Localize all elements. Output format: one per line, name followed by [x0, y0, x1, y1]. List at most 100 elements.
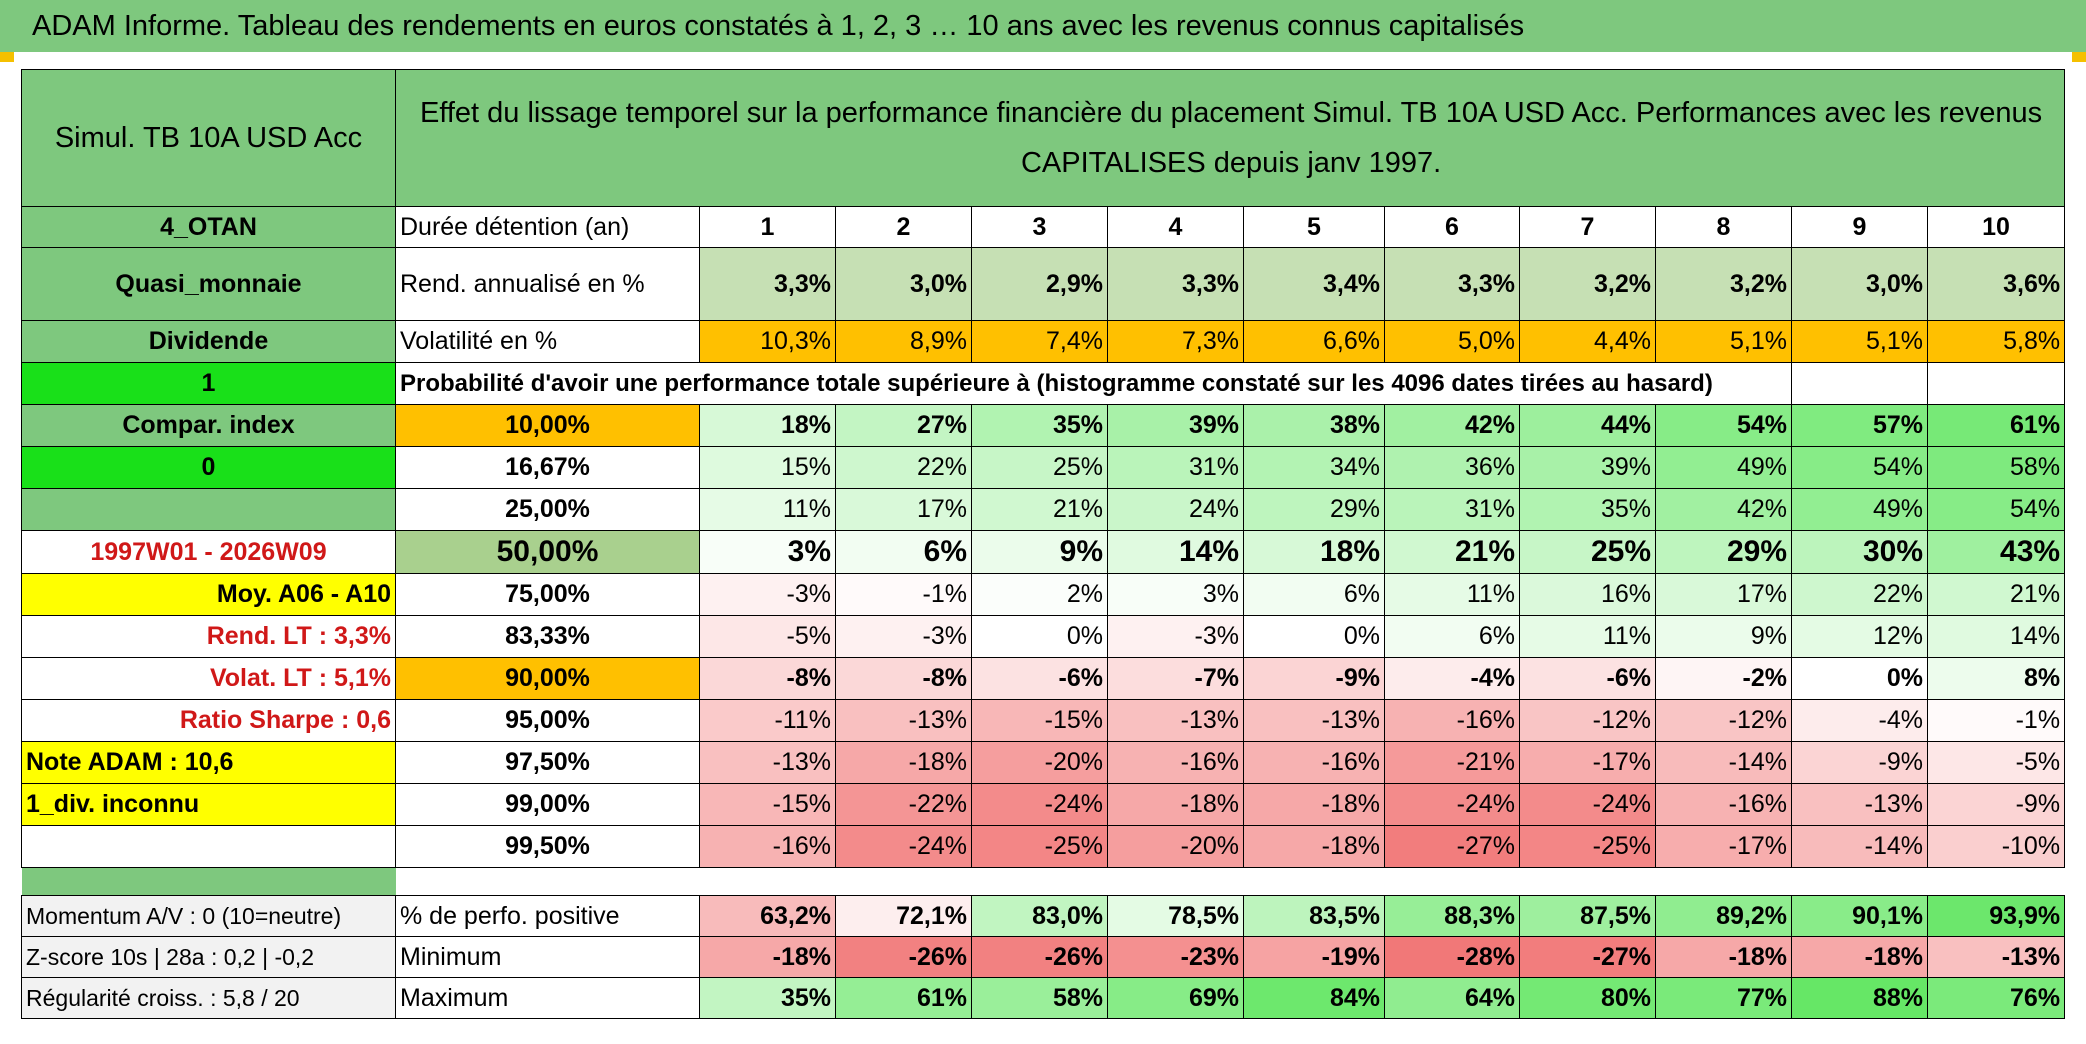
minimum-value: -28%: [1384, 936, 1520, 978]
regularite-label: Régularité croiss. : 5,8 / 20: [21, 977, 396, 1019]
probability-value: 39%: [1519, 446, 1656, 489]
rend-value: 3,3%: [1384, 247, 1520, 321]
year-header: 4: [1107, 206, 1244, 248]
probability-value: -10%: [1926, 825, 2066, 868]
probability-value: 22%: [1791, 573, 1928, 616]
probability-value: -24%: [1384, 783, 1520, 826]
probability-value: -20%: [971, 741, 1108, 784]
year-header: 9: [1791, 206, 1928, 248]
table-row: Compar. index 10,00% 18% 27% 35% 39% 38% 42% 44%…: [21, 404, 2066, 447]
probability-value: 11%: [1384, 573, 1520, 616]
revenue-type: Dividende: [21, 320, 396, 363]
probability-value: 54%: [1791, 446, 1928, 489]
probability-value: 25%: [971, 446, 1108, 489]
positive-value: 90,1%: [1791, 895, 1928, 937]
probability-value: -9%: [1791, 741, 1928, 784]
probability-value: 42%: [1384, 404, 1520, 447]
positive-value: 87,5%: [1519, 895, 1656, 937]
maximum-value: 88%: [1791, 977, 1928, 1019]
probability-value: -20%: [1107, 825, 1244, 868]
probability-value: -3%: [1107, 615, 1244, 658]
rend-value: 3,0%: [1791, 247, 1928, 321]
probability-value: -4%: [1384, 657, 1520, 700]
vol-value: 8,9%: [835, 320, 972, 363]
probability-value: 15%: [699, 446, 836, 489]
probability-value: 29%: [1655, 530, 1792, 574]
probability-value: 34%: [1243, 446, 1385, 489]
probability-value: 54%: [1655, 404, 1792, 447]
vol-value: 10,3%: [699, 320, 836, 363]
maximum-value: 77%: [1655, 977, 1792, 1019]
vol-value: 7,3%: [1107, 320, 1244, 363]
probability-value: 14%: [1926, 615, 2066, 658]
positive-value: 88,3%: [1384, 895, 1520, 937]
probability-value: 21%: [1384, 530, 1520, 574]
probability-value: 9%: [1655, 615, 1792, 658]
probability-value: -2%: [1655, 657, 1792, 700]
probability-value: 49%: [1655, 446, 1792, 489]
year-header: 3: [971, 206, 1108, 248]
minimum-value: -19%: [1243, 936, 1385, 978]
probability-value: 16%: [1519, 573, 1656, 616]
probability-value: -3%: [835, 615, 972, 658]
side-blank: [21, 825, 396, 868]
probability-value: -3%: [699, 573, 836, 616]
probability-value: -21%: [1384, 741, 1520, 784]
probability-value: -16%: [699, 825, 836, 868]
threshold-value: 10,00%: [395, 404, 700, 447]
moyenne-label: Moy. A06 - A10: [21, 573, 396, 616]
table-row: 25,00% 11% 17% 21% 24% 29% 31% 35% 42% 49% 54%: [21, 488, 2066, 531]
rend-lt: Rend. LT : 3,3%: [21, 615, 396, 658]
probability-value: -12%: [1655, 699, 1792, 742]
probability-value: 25%: [1519, 530, 1656, 574]
fund-code: 4_OTAN: [21, 206, 396, 248]
flag-one: 1: [21, 362, 396, 405]
probability-value: 14%: [1107, 530, 1244, 574]
dividend-note: 1_div. inconnu: [21, 783, 396, 826]
probability-value: 36%: [1384, 446, 1520, 489]
probability-value: -1%: [835, 573, 972, 616]
probability-value: 11%: [699, 488, 836, 531]
positive-value: 83,5%: [1243, 895, 1385, 937]
probability-value: -1%: [1926, 699, 2066, 742]
year-header: 2: [835, 206, 972, 248]
probability-value: 2%: [971, 573, 1108, 616]
rend-value: 2,9%: [971, 247, 1108, 321]
probability-value: -15%: [699, 783, 836, 826]
probability-value: -13%: [1243, 699, 1385, 742]
report-title: ADAM Informe. Tableau des rendements en …: [0, 0, 2086, 52]
threshold-value: 99,50%: [395, 825, 700, 868]
probability-value: -25%: [1519, 825, 1656, 868]
probability-value: -9%: [1926, 783, 2066, 826]
probability-value: 21%: [971, 488, 1108, 531]
minimum-value: -27%: [1519, 936, 1656, 978]
ratio-sharpe: Ratio Sharpe : 0,6: [21, 699, 396, 742]
probability-value: -13%: [835, 699, 972, 742]
table-row: Note ADAM : 10,6 97,50% -13% -18% -20% -16% -1…: [21, 741, 2066, 784]
probability-value: -24%: [835, 825, 972, 868]
probability-value: 0%: [1791, 657, 1928, 700]
probability-value: -18%: [1107, 783, 1244, 826]
probability-value: 8%: [1926, 657, 2066, 700]
probability-value: 30%: [1791, 530, 1928, 574]
probability-value: 31%: [1384, 488, 1520, 531]
rend-value: 3,3%: [1107, 247, 1244, 321]
year-header: 5: [1243, 206, 1385, 248]
probability-value: 35%: [1519, 488, 1656, 531]
probability-value: 31%: [1107, 446, 1244, 489]
probability-value: 6%: [1384, 615, 1520, 658]
minimum-value: -18%: [1655, 936, 1792, 978]
probability-value: -5%: [699, 615, 836, 658]
rend-value: 3,4%: [1243, 247, 1385, 321]
vol-value: 5,0%: [1384, 320, 1520, 363]
probability-value: -16%: [1107, 741, 1244, 784]
table-row: 1997W01 - 2026W09 50,00% 3% 6% 9% 14% 18% 21% 25…: [21, 530, 2066, 574]
probability-value: 3%: [1107, 573, 1244, 616]
probability-value: 38%: [1243, 404, 1385, 447]
year-header: 8: [1655, 206, 1792, 248]
threshold-value: 50,00%: [395, 530, 700, 574]
probability-value: 9%: [971, 530, 1108, 574]
year-header: 1: [699, 206, 836, 248]
probability-value: 39%: [1107, 404, 1244, 447]
period-range: 1997W01 - 2026W09: [21, 530, 396, 574]
